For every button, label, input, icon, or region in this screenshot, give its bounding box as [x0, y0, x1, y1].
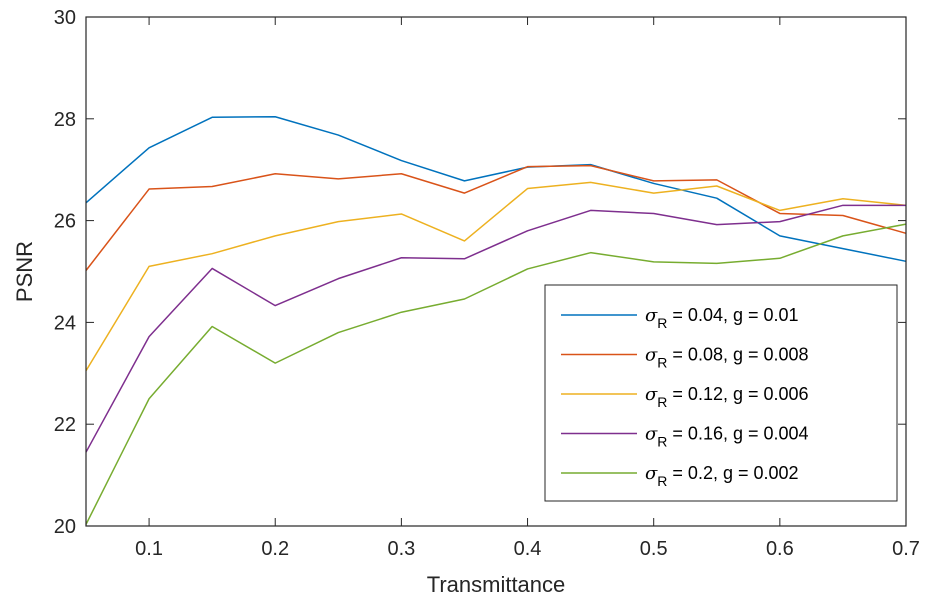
- legend-box: [544, 284, 898, 502]
- y-tick-label: 28: [54, 109, 76, 131]
- plot-frame: [85, 16, 907, 527]
- series-line-1: [85, 116, 907, 263]
- x-tick-label: 0.5: [640, 538, 668, 560]
- legend-label: σR = 0.04, g = 0.01: [645, 305, 799, 331]
- x-tick-label: 0.1: [135, 538, 163, 560]
- y-axis-label: PSNR: [12, 241, 37, 302]
- tick-layer: 0.1 0.2 0.3 0.4 0.5 0.6 0.7 20 22 24 26 28 30: [54, 7, 920, 560]
- legend-label: σR = 0.16, g = 0.004: [645, 424, 809, 450]
- series-line-4: [85, 204, 906, 453]
- x-tick-label: 0.7: [892, 538, 920, 560]
- legend-item: σR = 0.04, g = 0.01: [561, 305, 799, 331]
- legend-item: σR = 0.08, g = 0.008: [561, 345, 809, 371]
- x-tick-label: 0.3: [387, 538, 415, 560]
- x-tick-label: 0.4: [514, 538, 542, 560]
- x-tick-label: 0.6: [766, 538, 794, 560]
- series-line-2: [85, 164, 907, 271]
- legend-label: σR = 0.12, g = 0.006: [645, 384, 809, 410]
- series-layer: [85, 116, 907, 525]
- y-tick-label: 20: [54, 516, 76, 538]
- legend-items: σR = 0.04, g = 0.01 σR = 0.08, g = 0.008 σ…: [561, 305, 809, 489]
- series-line-3: [85, 181, 907, 372]
- legend-item: σR = 0.16, g = 0.004: [561, 424, 809, 450]
- y-tick-label: 24: [54, 312, 76, 334]
- series-line-5: [85, 223, 907, 525]
- y-tick-label: 26: [54, 211, 76, 233]
- legend-item: σR = 0.2, g = 0.002: [561, 463, 799, 489]
- legend: σR = 0.04, g = 0.01 σR = 0.08, g = 0.008 σ…: [544, 284, 898, 502]
- legend-label: σR = 0.08, g = 0.008: [645, 345, 809, 371]
- y-tick-label: 22: [54, 414, 76, 436]
- legend-item: σR = 0.12, g = 0.006: [561, 384, 809, 410]
- x-axis-label: Transmittance: [427, 572, 566, 597]
- legend-label: σR = 0.2, g = 0.002: [645, 463, 799, 489]
- x-tick-label: 0.2: [261, 538, 289, 560]
- y-tick-label: 30: [54, 7, 76, 29]
